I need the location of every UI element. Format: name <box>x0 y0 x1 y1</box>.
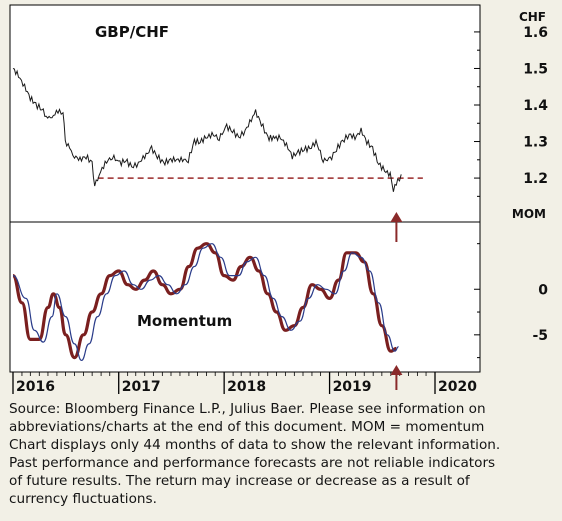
mom-tick-label: 0 <box>538 282 548 298</box>
price-tick-label: 1.3 <box>523 135 548 151</box>
x-tick-label: 2017 <box>122 379 161 395</box>
momentum-arrow-head <box>390 365 403 375</box>
x-tick-label: 2020 <box>438 379 477 395</box>
price-series-line <box>12 68 402 192</box>
source-line: Past performance and performance forecas… <box>9 455 496 471</box>
price-axis-unit: CHF <box>519 10 546 24</box>
price-tick-label: 1.2 <box>523 171 548 187</box>
momentum-title: Momentum <box>137 312 232 330</box>
plot-panel <box>9 4 481 373</box>
price-arrow-head <box>390 212 403 222</box>
x-tick-label: 2016 <box>16 379 55 395</box>
price-title: GBP/CHF <box>95 23 169 41</box>
momentum-line <box>11 242 397 360</box>
mom-axis-unit: MOM <box>512 207 546 221</box>
source-line: abbreviations/charts at the end of this … <box>9 419 485 435</box>
source-line: currency fluctuations. <box>9 491 157 507</box>
price-tick-label: 1.5 <box>523 61 548 77</box>
chart-canvas: 1.6 1.5 1.4 1.3 1.2 CHF 0 -5 MOM 2016 2017 2018 2019… <box>9 4 548 395</box>
source-line: Source: Bloomberg Finance L.P., Julius B… <box>9 401 486 417</box>
source-note: Source: Bloomberg Finance L.P., Julius B… <box>9 400 557 508</box>
source-line: of future results. The return may increa… <box>9 473 470 489</box>
x-tick-label: 2018 <box>227 379 266 395</box>
source-line: Chart displays only 44 months of data to… <box>9 437 501 453</box>
signal-line <box>12 243 399 361</box>
x-tick-label: 2019 <box>333 379 372 395</box>
price-tick-label: 1.6 <box>523 25 548 41</box>
price-tick-label: 1.4 <box>523 98 548 114</box>
mom-tick-label: -5 <box>532 328 548 344</box>
